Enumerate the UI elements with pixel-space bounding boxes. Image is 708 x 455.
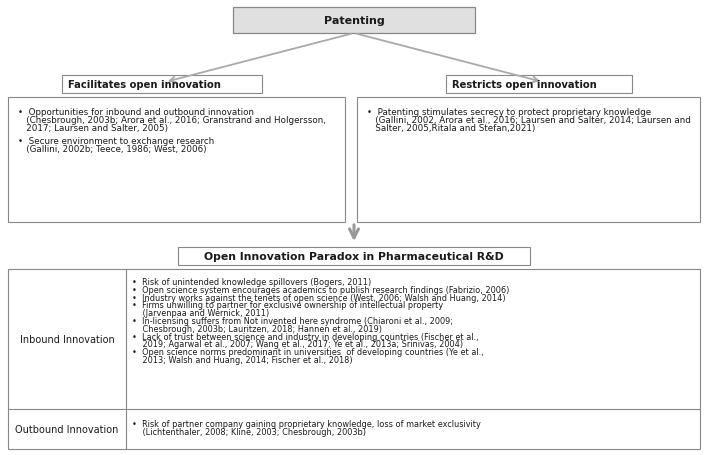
Text: •  Patenting stimulates secrecy to protect proprietary knowledge: • Patenting stimulates secrecy to protec… [367,108,651,117]
Text: •  Firms unwilling to partner for exclusive ownership of intellectual property: • Firms unwilling to partner for exclusi… [132,301,443,310]
Bar [62,76,262,94]
Text: 2017; Laursen and Salter, 2005): 2017; Laursen and Salter, 2005) [18,124,168,133]
Text: (Gallini, 2002b; Teece, 1986; West, 2006): (Gallini, 2002b; Teece, 1986; West, 2006… [18,145,207,153]
Text: (Lichtenthaler, 2008; Kline, 2003; Chesbrough, 2003b): (Lichtenthaler, 2008; Kline, 2003; Chesb… [132,427,366,436]
Bar [8,98,345,222]
Text: (Chesbrough, 2003b; Arora et al., 2016; Granstrand and Holgersson,: (Chesbrough, 2003b; Arora et al., 2016; … [18,116,326,125]
Text: 2013; Walsh and Huang, 2014; Fischer et al., 2018): 2013; Walsh and Huang, 2014; Fischer et … [132,355,353,364]
Text: 2019; Agarwal et al., 2007; Wang et al., 2017; Ye et al., 2013a; Srinivas, 2004): 2019; Agarwal et al., 2007; Wang et al.,… [132,339,463,349]
Text: •  Open science system encourages academics to publish research findings (Fabriz: • Open science system encourages academi… [132,285,509,294]
Text: Restricts open innovation: Restricts open innovation [452,80,597,90]
Bar [8,269,700,449]
Text: Patenting: Patenting [324,16,384,26]
Text: •  Risk of unintended knowledge spillovers (Bogers, 2011): • Risk of unintended knowledge spillover… [132,278,371,286]
Bar [446,76,632,94]
Text: Inbound Innovation: Inbound Innovation [20,334,115,344]
Text: •  Opportunities for inbound and outbound innovation: • Opportunities for inbound and outbound… [18,108,254,117]
Text: (Jarvenpaa and Wernick, 2011): (Jarvenpaa and Wernick, 2011) [132,308,269,318]
Text: •  Industry works against the tenets of open science (West, 2006; Walsh and Huan: • Industry works against the tenets of o… [132,293,506,302]
Text: Outbound Innovation: Outbound Innovation [16,424,119,434]
Text: •  Lack of trust between science and industry in developing countries (Fischer e: • Lack of trust between science and indu… [132,332,479,341]
Text: •  Open science norms predominant in universities  of developing countries (Ye e: • Open science norms predominant in univ… [132,348,484,356]
Bar [178,248,530,265]
Text: (Gallini, 2002, Arora et al., 2016; Laursen and Salter, 2014; Laursen and: (Gallini, 2002, Arora et al., 2016; Laur… [367,116,691,125]
Text: Chesbrough, 2003b; Lauritzen, 2018; Hannen et al., 2019): Chesbrough, 2003b; Lauritzen, 2018; Hann… [132,324,382,333]
Text: Salter, 2005,Ritala and Stefan,2021): Salter, 2005,Ritala and Stefan,2021) [367,124,535,133]
Text: •  Secure environment to exchange research: • Secure environment to exchange researc… [18,136,215,145]
Bar [357,98,700,222]
Text: Facilitates open innovation: Facilitates open innovation [68,80,221,90]
Text: •  In-licensing suffers from Not invented here syndrome (Chiaroni et al., 2009;: • In-licensing suffers from Not invented… [132,316,453,325]
Text: •  Risk of partner company gaining proprietary knowledge, loss of market exclusi: • Risk of partner company gaining propri… [132,419,481,428]
Bar [233,8,475,34]
Text: Open Innovation Paradox in Pharmaceutical R&D: Open Innovation Paradox in Pharmaceutica… [204,252,504,262]
